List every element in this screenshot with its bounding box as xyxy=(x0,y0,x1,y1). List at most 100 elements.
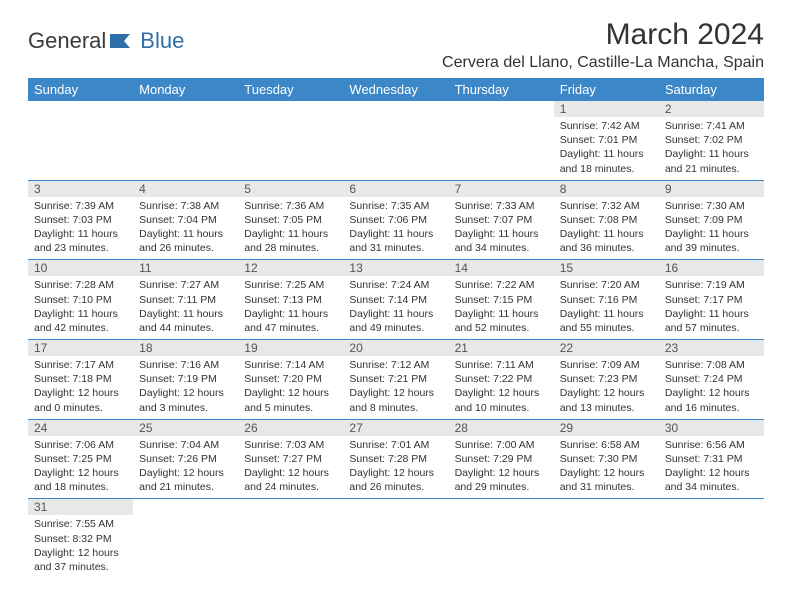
day-content: Sunrise: 7:22 AMSunset: 7:15 PMDaylight:… xyxy=(449,276,554,339)
calendar-week: 17Sunrise: 7:17 AMSunset: 7:18 PMDayligh… xyxy=(28,340,764,420)
day-content: Sunrise: 7:30 AMSunset: 7:09 PMDaylight:… xyxy=(659,197,764,260)
sunset-text: Sunset: 7:25 PM xyxy=(34,452,127,466)
daylight-text: Daylight: 12 hours and 5 minutes. xyxy=(244,386,337,414)
day-content: Sunrise: 7:33 AMSunset: 7:07 PMDaylight:… xyxy=(449,197,554,260)
day-number: 25 xyxy=(133,420,238,436)
day-content: Sunrise: 7:35 AMSunset: 7:06 PMDaylight:… xyxy=(343,197,448,260)
sunrise-text: Sunrise: 7:38 AM xyxy=(139,199,232,213)
sunrise-text: Sunrise: 7:20 AM xyxy=(560,278,653,292)
calendar-cell: 18Sunrise: 7:16 AMSunset: 7:19 PMDayligh… xyxy=(133,340,238,420)
calendar-cell xyxy=(343,499,448,578)
calendar-cell: 24Sunrise: 7:06 AMSunset: 7:25 PMDayligh… xyxy=(28,419,133,499)
calendar-body: 1Sunrise: 7:42 AMSunset: 7:01 PMDaylight… xyxy=(28,101,764,578)
sunset-text: Sunset: 7:01 PM xyxy=(560,133,653,147)
day-number: 14 xyxy=(449,260,554,276)
calendar-cell: 31Sunrise: 7:55 AMSunset: 8:32 PMDayligh… xyxy=(28,499,133,578)
day-number: 17 xyxy=(28,340,133,356)
calendar-cell: 20Sunrise: 7:12 AMSunset: 7:21 PMDayligh… xyxy=(343,340,448,420)
day-content: Sunrise: 6:56 AMSunset: 7:31 PMDaylight:… xyxy=(659,436,764,499)
daylight-text: Daylight: 11 hours and 39 minutes. xyxy=(665,227,758,255)
daylight-text: Daylight: 11 hours and 44 minutes. xyxy=(139,307,232,335)
day-content: Sunrise: 7:12 AMSunset: 7:21 PMDaylight:… xyxy=(343,356,448,419)
day-number: 16 xyxy=(659,260,764,276)
daylight-text: Daylight: 11 hours and 23 minutes. xyxy=(34,227,127,255)
calendar-cell: 5Sunrise: 7:36 AMSunset: 7:05 PMDaylight… xyxy=(238,180,343,260)
sunrise-text: Sunrise: 7:39 AM xyxy=(34,199,127,213)
daylight-text: Daylight: 12 hours and 13 minutes. xyxy=(560,386,653,414)
day-number: 18 xyxy=(133,340,238,356)
sunset-text: Sunset: 7:26 PM xyxy=(139,452,232,466)
calendar-cell xyxy=(343,101,448,180)
sunrise-text: Sunrise: 7:35 AM xyxy=(349,199,442,213)
day-number: 2 xyxy=(659,101,764,117)
day-content: Sunrise: 7:42 AMSunset: 7:01 PMDaylight:… xyxy=(554,117,659,180)
day-header-row: SundayMondayTuesdayWednesdayThursdayFrid… xyxy=(28,78,764,101)
page-header: General Blue March 2024 Cervera del Llan… xyxy=(28,18,764,72)
daylight-text: Daylight: 11 hours and 18 minutes. xyxy=(560,147,653,175)
calendar-cell: 1Sunrise: 7:42 AMSunset: 7:01 PMDaylight… xyxy=(554,101,659,180)
sunrise-text: Sunrise: 7:19 AM xyxy=(665,278,758,292)
calendar-week: 24Sunrise: 7:06 AMSunset: 7:25 PMDayligh… xyxy=(28,419,764,499)
flag-icon xyxy=(110,32,138,50)
day-number: 19 xyxy=(238,340,343,356)
daylight-text: Daylight: 11 hours and 57 minutes. xyxy=(665,307,758,335)
calendar-cell: 7Sunrise: 7:33 AMSunset: 7:07 PMDaylight… xyxy=(449,180,554,260)
calendar-cell xyxy=(449,101,554,180)
day-number: 1 xyxy=(554,101,659,117)
day-content: Sunrise: 7:06 AMSunset: 7:25 PMDaylight:… xyxy=(28,436,133,499)
day-content: Sunrise: 7:04 AMSunset: 7:26 PMDaylight:… xyxy=(133,436,238,499)
sunset-text: Sunset: 7:05 PM xyxy=(244,213,337,227)
brand-text-1: General xyxy=(28,28,106,54)
daylight-text: Daylight: 12 hours and 0 minutes. xyxy=(34,386,127,414)
sunrise-text: Sunrise: 7:17 AM xyxy=(34,358,127,372)
sunset-text: Sunset: 7:11 PM xyxy=(139,293,232,307)
sunset-text: Sunset: 7:28 PM xyxy=(349,452,442,466)
calendar-cell: 6Sunrise: 7:35 AMSunset: 7:06 PMDaylight… xyxy=(343,180,448,260)
sunset-text: Sunset: 7:17 PM xyxy=(665,293,758,307)
brand-text-2: Blue xyxy=(140,28,184,54)
sunrise-text: Sunrise: 6:56 AM xyxy=(665,438,758,452)
day-header: Wednesday xyxy=(343,78,448,101)
title-area: March 2024 Cervera del Llano, Castille-L… xyxy=(442,18,764,72)
day-number: 13 xyxy=(343,260,448,276)
sunrise-text: Sunrise: 7:04 AM xyxy=(139,438,232,452)
day-number: 6 xyxy=(343,181,448,197)
calendar-cell xyxy=(554,499,659,578)
sunset-text: Sunset: 7:07 PM xyxy=(455,213,548,227)
sunrise-text: Sunrise: 7:32 AM xyxy=(560,199,653,213)
day-number: 11 xyxy=(133,260,238,276)
sunset-text: Sunset: 7:10 PM xyxy=(34,293,127,307)
day-header: Sunday xyxy=(28,78,133,101)
day-content: Sunrise: 7:36 AMSunset: 7:05 PMDaylight:… xyxy=(238,197,343,260)
day-content: Sunrise: 7:14 AMSunset: 7:20 PMDaylight:… xyxy=(238,356,343,419)
sunset-text: Sunset: 7:24 PM xyxy=(665,372,758,386)
sunrise-text: Sunrise: 7:42 AM xyxy=(560,119,653,133)
day-header: Thursday xyxy=(449,78,554,101)
sunrise-text: Sunrise: 7:33 AM xyxy=(455,199,548,213)
sunset-text: Sunset: 7:16 PM xyxy=(560,293,653,307)
day-number: 12 xyxy=(238,260,343,276)
calendar-cell: 13Sunrise: 7:24 AMSunset: 7:14 PMDayligh… xyxy=(343,260,448,340)
sunrise-text: Sunrise: 7:12 AM xyxy=(349,358,442,372)
sunrise-text: Sunrise: 7:09 AM xyxy=(560,358,653,372)
calendar-cell: 25Sunrise: 7:04 AMSunset: 7:26 PMDayligh… xyxy=(133,419,238,499)
day-number: 27 xyxy=(343,420,448,436)
day-content: Sunrise: 7:03 AMSunset: 7:27 PMDaylight:… xyxy=(238,436,343,499)
month-title: March 2024 xyxy=(442,18,764,52)
calendar-cell: 19Sunrise: 7:14 AMSunset: 7:20 PMDayligh… xyxy=(238,340,343,420)
calendar-cell: 23Sunrise: 7:08 AMSunset: 7:24 PMDayligh… xyxy=(659,340,764,420)
day-number: 22 xyxy=(554,340,659,356)
day-number: 4 xyxy=(133,181,238,197)
sunset-text: Sunset: 7:15 PM xyxy=(455,293,548,307)
daylight-text: Daylight: 11 hours and 34 minutes. xyxy=(455,227,548,255)
day-number: 21 xyxy=(449,340,554,356)
day-header: Saturday xyxy=(659,78,764,101)
day-number: 7 xyxy=(449,181,554,197)
daylight-text: Daylight: 11 hours and 31 minutes. xyxy=(349,227,442,255)
daylight-text: Daylight: 11 hours and 21 minutes. xyxy=(665,147,758,175)
sunset-text: Sunset: 7:03 PM xyxy=(34,213,127,227)
day-number: 23 xyxy=(659,340,764,356)
day-content: Sunrise: 7:27 AMSunset: 7:11 PMDaylight:… xyxy=(133,276,238,339)
sunrise-text: Sunrise: 6:58 AM xyxy=(560,438,653,452)
calendar-cell: 14Sunrise: 7:22 AMSunset: 7:15 PMDayligh… xyxy=(449,260,554,340)
